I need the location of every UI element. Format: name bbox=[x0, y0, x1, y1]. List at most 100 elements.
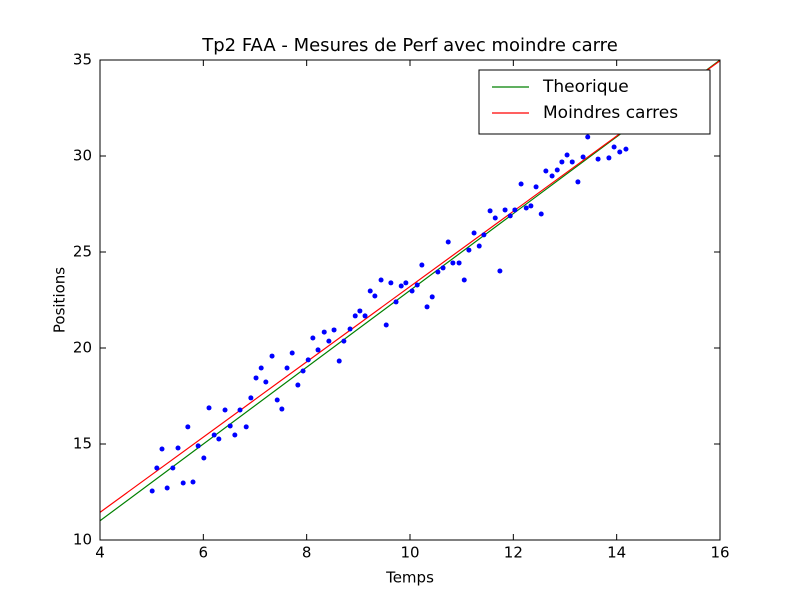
point bbox=[471, 230, 477, 236]
point bbox=[175, 445, 181, 451]
point bbox=[222, 407, 228, 413]
point bbox=[237, 407, 243, 413]
point bbox=[606, 155, 612, 161]
point bbox=[611, 144, 617, 150]
point bbox=[595, 156, 601, 162]
point bbox=[164, 485, 170, 491]
point bbox=[243, 424, 249, 430]
point bbox=[362, 313, 368, 319]
point bbox=[347, 326, 353, 332]
point bbox=[206, 405, 212, 411]
point bbox=[352, 313, 358, 319]
x-tick-label: 10 bbox=[400, 544, 419, 562]
point bbox=[331, 327, 337, 333]
x-tick-label: 6 bbox=[199, 544, 209, 562]
point bbox=[315, 347, 321, 353]
point bbox=[409, 288, 415, 294]
point bbox=[585, 134, 591, 140]
point bbox=[388, 280, 394, 286]
point bbox=[429, 294, 435, 300]
point bbox=[559, 159, 565, 165]
point bbox=[253, 375, 259, 381]
point bbox=[310, 335, 316, 341]
chart-title: Tp2 FAA - Mesures de Perf avec moindre c… bbox=[201, 35, 618, 56]
point bbox=[263, 379, 269, 385]
point bbox=[461, 277, 467, 283]
point bbox=[305, 357, 311, 363]
point bbox=[279, 406, 285, 412]
point bbox=[538, 211, 544, 217]
y-tick-label: 35 bbox=[73, 51, 92, 69]
point bbox=[533, 184, 539, 190]
point bbox=[487, 208, 493, 214]
point bbox=[336, 358, 342, 364]
legend-label: Moindres carres bbox=[543, 103, 678, 123]
point bbox=[300, 368, 306, 374]
point bbox=[211, 432, 217, 438]
point bbox=[190, 479, 196, 485]
point bbox=[450, 260, 456, 266]
point bbox=[502, 207, 508, 213]
point bbox=[575, 179, 581, 185]
point bbox=[549, 173, 555, 179]
point bbox=[554, 167, 560, 173]
x-axis-label: Temps bbox=[385, 569, 434, 587]
point bbox=[580, 154, 586, 160]
point bbox=[321, 329, 327, 335]
point bbox=[227, 423, 233, 429]
point bbox=[523, 205, 529, 211]
x-tick-label: 12 bbox=[504, 544, 523, 562]
point bbox=[383, 322, 389, 328]
point bbox=[149, 488, 155, 494]
point bbox=[466, 247, 472, 253]
point bbox=[512, 207, 518, 213]
point bbox=[341, 338, 347, 344]
y-tick-label: 10 bbox=[73, 531, 92, 549]
point bbox=[440, 265, 446, 271]
point bbox=[414, 282, 420, 288]
point bbox=[185, 424, 191, 430]
point bbox=[476, 243, 482, 249]
point bbox=[435, 269, 441, 275]
point bbox=[326, 338, 332, 344]
point bbox=[456, 260, 462, 266]
point bbox=[497, 268, 503, 274]
x-tick-label: 4 bbox=[95, 544, 105, 562]
point bbox=[481, 232, 487, 238]
legend bbox=[478, 69, 711, 135]
y-tick-label: 30 bbox=[73, 147, 92, 165]
point bbox=[507, 213, 513, 219]
point bbox=[569, 159, 575, 165]
point bbox=[357, 308, 363, 314]
point bbox=[295, 382, 301, 388]
point bbox=[284, 365, 290, 371]
point bbox=[564, 152, 570, 158]
point bbox=[445, 239, 451, 245]
point bbox=[419, 262, 425, 268]
point bbox=[372, 293, 378, 299]
x-tick-label: 14 bbox=[607, 544, 626, 562]
point bbox=[378, 277, 384, 283]
line bbox=[100, 60, 720, 513]
x-tick-label: 16 bbox=[710, 544, 729, 562]
point bbox=[170, 465, 176, 471]
plot-area bbox=[100, 60, 720, 522]
point bbox=[201, 455, 207, 461]
point bbox=[154, 465, 160, 471]
point bbox=[492, 215, 498, 221]
y-tick-label: 20 bbox=[73, 339, 92, 357]
axes-frame bbox=[99, 59, 721, 541]
point bbox=[274, 397, 280, 403]
point bbox=[258, 365, 264, 371]
point bbox=[216, 436, 222, 442]
y-tick-label: 25 bbox=[73, 243, 92, 261]
point bbox=[269, 353, 275, 359]
point bbox=[232, 432, 238, 438]
point bbox=[543, 168, 549, 174]
point bbox=[528, 203, 534, 209]
point bbox=[195, 443, 201, 449]
y-tick-label: 15 bbox=[73, 435, 92, 453]
legend-label: Theorique bbox=[542, 77, 629, 97]
point bbox=[617, 149, 623, 155]
